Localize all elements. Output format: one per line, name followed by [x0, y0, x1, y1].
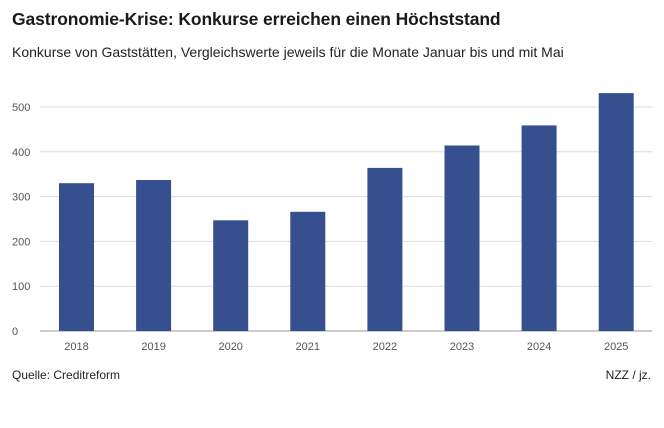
- chart-title: Gastronomie-Krise: Konkurse erreichen ei…: [12, 9, 501, 29]
- bar-2019: [136, 180, 172, 331]
- x-axis-ticks: 2018 2019 2020 2021 2022 2023 2024 2025: [64, 341, 628, 353]
- x-tick-label: 2022: [373, 341, 397, 353]
- bar-2023: [444, 145, 480, 331]
- bar-2024: [521, 125, 557, 332]
- y-axis-ticks: 0 100 200 300 400 500: [12, 102, 30, 338]
- x-tick-label: 2023: [450, 341, 474, 353]
- x-tick-label: 2025: [604, 341, 628, 353]
- y-tick-label: 0: [12, 326, 18, 338]
- bar-2021: [290, 211, 326, 331]
- y-tick-label: 500: [12, 102, 30, 114]
- y-tick-label: 400: [12, 147, 30, 159]
- credit-note: NZZ / jz.: [605, 368, 651, 382]
- x-tick-label: 2020: [218, 341, 242, 353]
- bar-2025: [598, 93, 634, 331]
- gridlines: [40, 106, 652, 332]
- bar-2022: [367, 167, 403, 331]
- x-tick-label: 2024: [527, 341, 551, 353]
- bars: [59, 93, 634, 332]
- x-tick-label: 2021: [296, 341, 320, 353]
- x-tick-label: 2019: [141, 341, 165, 353]
- bar-chart: 0 100 200 300 400 500 2018 2019 2020 2021 2022 202…: [12, 93, 652, 353]
- y-tick-label: 100: [12, 281, 30, 293]
- bar-2018: [59, 183, 94, 331]
- bar-2020: [213, 220, 249, 331]
- y-tick-label: 300: [12, 192, 30, 204]
- source-note: Quelle: Creditreform: [12, 368, 121, 382]
- chart-subtitle: Konkurse von Gaststätten, Vergleichswert…: [12, 44, 564, 60]
- x-tick-label: 2018: [64, 341, 88, 353]
- y-tick-label: 200: [12, 236, 30, 248]
